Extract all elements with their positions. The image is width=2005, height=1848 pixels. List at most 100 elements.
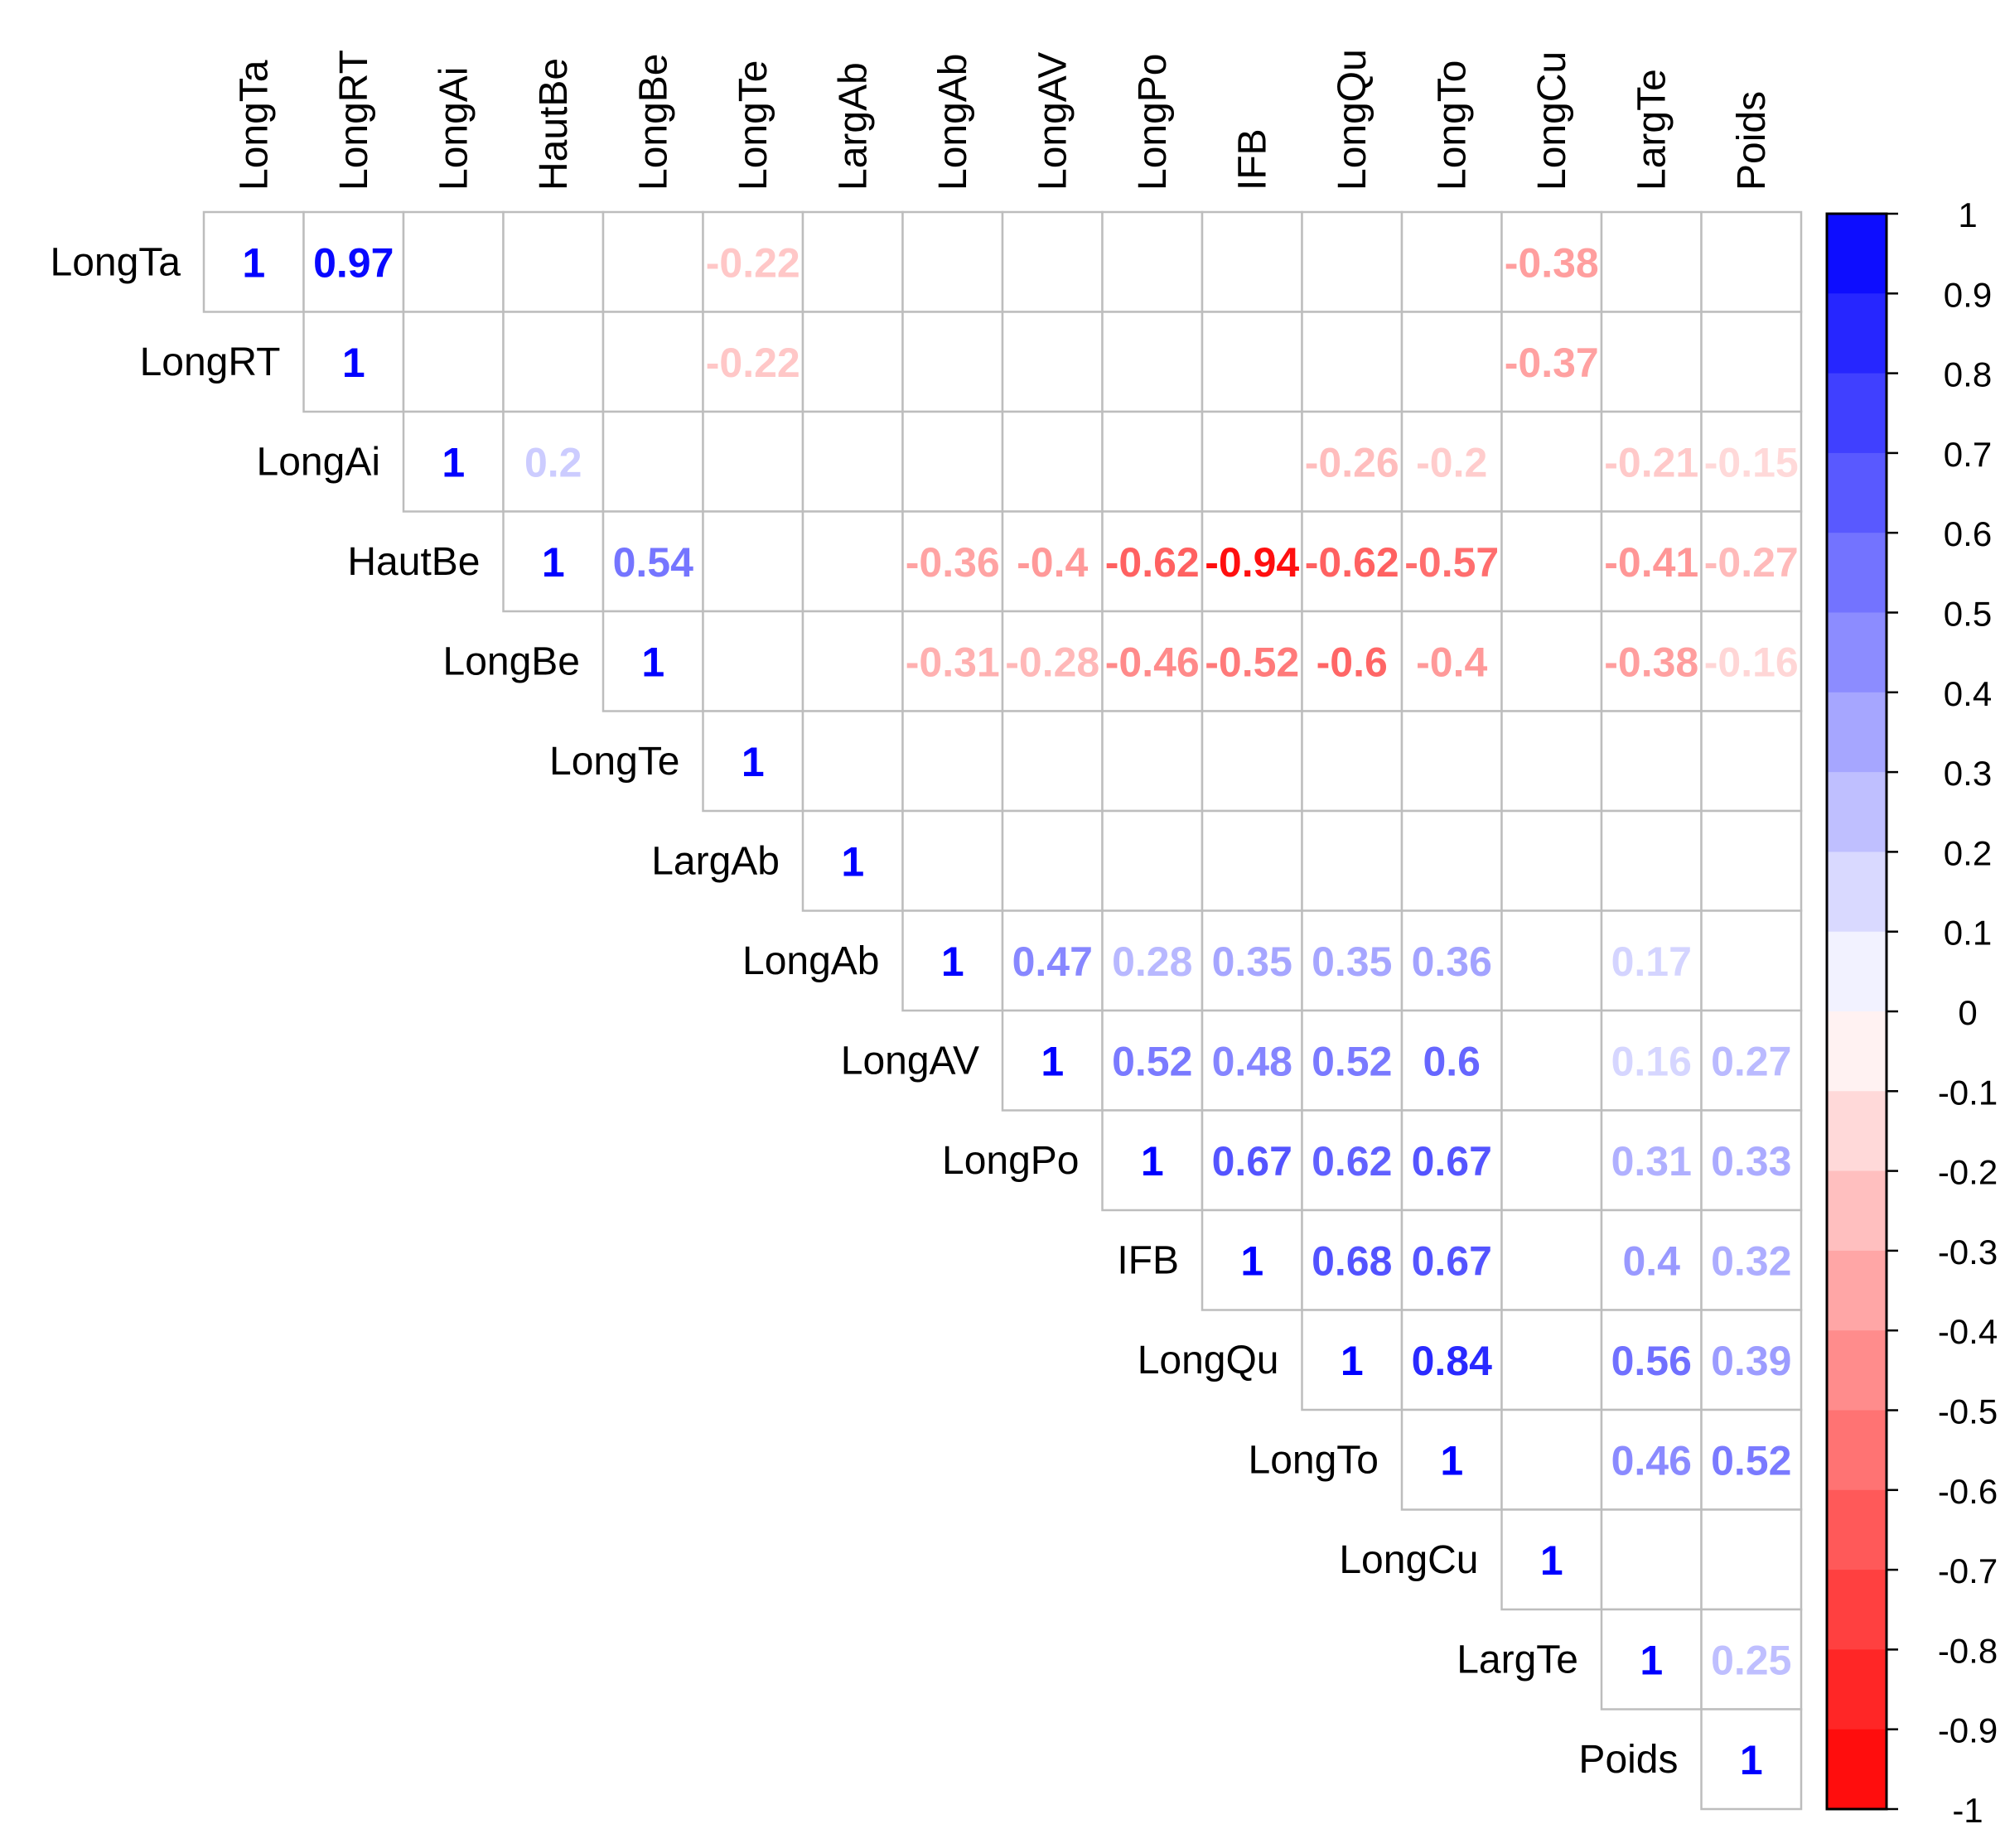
grid-cell: [1301, 311, 1404, 413]
colorbar-tick-label: 0.7: [1944, 435, 1992, 474]
column-label: LongTo: [1430, 60, 1474, 191]
grid-cell: [1600, 410, 1703, 513]
correlation-value: -0.6: [1317, 639, 1388, 685]
correlation-value: 0.46: [1611, 1437, 1692, 1484]
correlation-value: -0.36: [906, 539, 1000, 586]
grid-cell: [302, 311, 405, 413]
grid-cell: [1101, 809, 1204, 912]
colorbar-bin: [1827, 373, 1887, 454]
correlation-value: 0.35: [1312, 938, 1392, 985]
row-label: LongTo: [1249, 1438, 1379, 1482]
correlation-value: 0.28: [1112, 938, 1192, 985]
correlation-value: 1: [841, 838, 864, 885]
grid-cell: [901, 910, 1004, 1012]
correlation-value: -0.38: [1505, 239, 1599, 286]
grid-cell: [1301, 710, 1404, 813]
column-label: LongAb: [931, 54, 975, 191]
grid-cell: [1700, 210, 1803, 313]
correlation-value: 0.68: [1312, 1238, 1392, 1284]
correlation-value: 0.35: [1212, 938, 1292, 985]
correlation-value: 1: [1640, 1637, 1663, 1683]
grid-cell: [1500, 610, 1603, 712]
grid-cell: [901, 311, 1004, 413]
grid-cell: [702, 510, 804, 613]
correlation-value: 1: [342, 340, 365, 386]
grid-cell: [1500, 1508, 1603, 1611]
colorbar-bin: [1827, 1011, 1887, 1092]
correlation-value: -0.21: [1604, 439, 1698, 485]
colorbar-bin: [1827, 293, 1887, 374]
correlation-value: 0.2: [524, 439, 582, 485]
grid-cell: [1500, 809, 1603, 912]
correlation-value: -0.62: [1105, 539, 1200, 586]
colorbar-tick-label: 0.2: [1944, 833, 1992, 872]
grid-cell: [1001, 210, 1104, 313]
correlation-value: 1: [742, 739, 765, 785]
colorbar-bin: [1827, 1729, 1887, 1810]
grid-cell: [1201, 410, 1303, 513]
correlation-value: 1: [1341, 1338, 1364, 1384]
correlation-value: 0.67: [1212, 1138, 1292, 1185]
colorbar-tick-label: -0.1: [1938, 1073, 1998, 1112]
grid-cell: [1301, 610, 1404, 712]
grid-cell: [1500, 510, 1603, 613]
correlation-value: 0.27: [1711, 1038, 1791, 1084]
grid-cell: [1400, 1309, 1503, 1411]
column-label: LongBe: [631, 54, 675, 191]
grid-cell: [1301, 1309, 1404, 1411]
row-label: LongCu: [1339, 1538, 1478, 1582]
grid-cell: [801, 210, 904, 313]
grid-cell: [1400, 809, 1503, 912]
correlation-value: -0.57: [1404, 539, 1499, 586]
grid-cell: [1700, 1109, 1803, 1212]
row-label: LargTe: [1457, 1638, 1578, 1682]
colorbar-tick-label: -0.9: [1938, 1711, 1998, 1750]
colorbar-bin: [1827, 692, 1887, 773]
grid-cell: [1500, 1109, 1603, 1212]
grid-cell: [1101, 610, 1204, 712]
grid-cell: [1700, 910, 1803, 1012]
correlation-value: -0.4: [1416, 639, 1487, 685]
grid-cell: [1001, 809, 1104, 912]
grid-cell: [801, 311, 904, 413]
grid-cell: [1700, 510, 1803, 613]
grid-cell: [1001, 510, 1104, 613]
correlation-value: 0.97: [313, 239, 394, 286]
correlation-value: 1: [1740, 1737, 1763, 1783]
grid-cell: [1101, 910, 1204, 1012]
grid-cell: [1600, 1608, 1703, 1710]
correlation-value: 0.25: [1711, 1637, 1791, 1683]
grid-cell: [602, 410, 704, 513]
grid-cell: [1600, 1009, 1703, 1112]
correlation-value: 1: [1240, 1238, 1263, 1284]
grid-cell: [1400, 1408, 1503, 1511]
correlation-value: 1: [1141, 1138, 1164, 1185]
column-label: LongTa: [232, 60, 276, 191]
correlation-value: 0.67: [1412, 1238, 1492, 1284]
grid-cell: [1700, 1209, 1803, 1311]
grid-cell: [1301, 1009, 1404, 1112]
colorbar-tick-label: -0.6: [1938, 1472, 1998, 1511]
grid-cell: [1400, 510, 1503, 613]
grid-cell: [1600, 710, 1703, 813]
column-label: LongCu: [1530, 51, 1574, 191]
grid-cell: [1001, 910, 1104, 1012]
correlation-value: 0.47: [1012, 938, 1093, 985]
colorbar-tick-label: -0.7: [1938, 1551, 1998, 1590]
grid-cell: [1201, 1209, 1303, 1311]
grid-cell: [1500, 1209, 1603, 1311]
grid-cell: [1700, 710, 1803, 813]
grid-cell: [502, 510, 605, 613]
grid-cell: [1301, 910, 1404, 1012]
grid-cell: [901, 809, 1004, 912]
grid-cell: [1600, 610, 1703, 712]
correlation-value: -0.46: [1105, 639, 1200, 685]
grid-cell: [1301, 809, 1404, 912]
grid-cell: [1001, 710, 1104, 813]
correlation-value: 1: [1540, 1537, 1563, 1584]
grid-cell: [402, 311, 505, 413]
grid-cell: [1101, 311, 1204, 413]
grid-cell: [1700, 1009, 1803, 1112]
correlation-value: -0.52: [1205, 639, 1299, 685]
